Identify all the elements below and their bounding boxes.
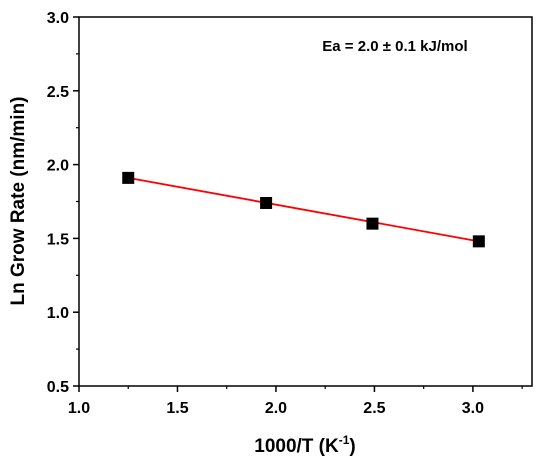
x-tick-label: 1.5 xyxy=(166,400,188,417)
x-tick-label: 2.5 xyxy=(363,400,385,417)
x-axis-title-superscript: -1 xyxy=(339,433,350,447)
data-point xyxy=(122,171,135,184)
x-tick-label: 3.0 xyxy=(462,400,484,417)
x-axis-title-close: ) xyxy=(349,436,355,457)
data-point xyxy=(260,196,273,209)
x-axis-title: 1000/T (K-1) xyxy=(254,433,355,457)
data-point xyxy=(472,235,485,248)
y-tick-label: 1.5 xyxy=(47,231,69,248)
axis-ticks: 1.0 1.5 2.0 2.5 3.0 0.5 1.0 1.5 2.0 2.5 3.0 xyxy=(47,10,523,417)
x-axis-title-main: 1000/T (K xyxy=(254,436,339,457)
y-tick-label: 2.0 xyxy=(47,158,69,175)
y-tick-label: 1.0 xyxy=(47,305,69,322)
y-tick-label: 0.5 xyxy=(47,379,69,396)
y-tick-label: 3.0 xyxy=(47,10,69,27)
y-axis-title: Ln Grow Rate (nm/min) xyxy=(8,97,29,306)
fit-line xyxy=(128,176,479,243)
fit-layer xyxy=(128,176,479,243)
y-tick-label: 2.5 xyxy=(47,84,69,101)
points-layer xyxy=(122,171,485,248)
annotation: Ea = 2.0 ± 0.1 kJ/mol xyxy=(322,38,467,55)
data-point xyxy=(366,217,379,230)
x-tick-label: 2.0 xyxy=(265,400,287,417)
x-tick-label: 1.0 xyxy=(68,400,90,417)
plot-frame xyxy=(78,16,533,387)
